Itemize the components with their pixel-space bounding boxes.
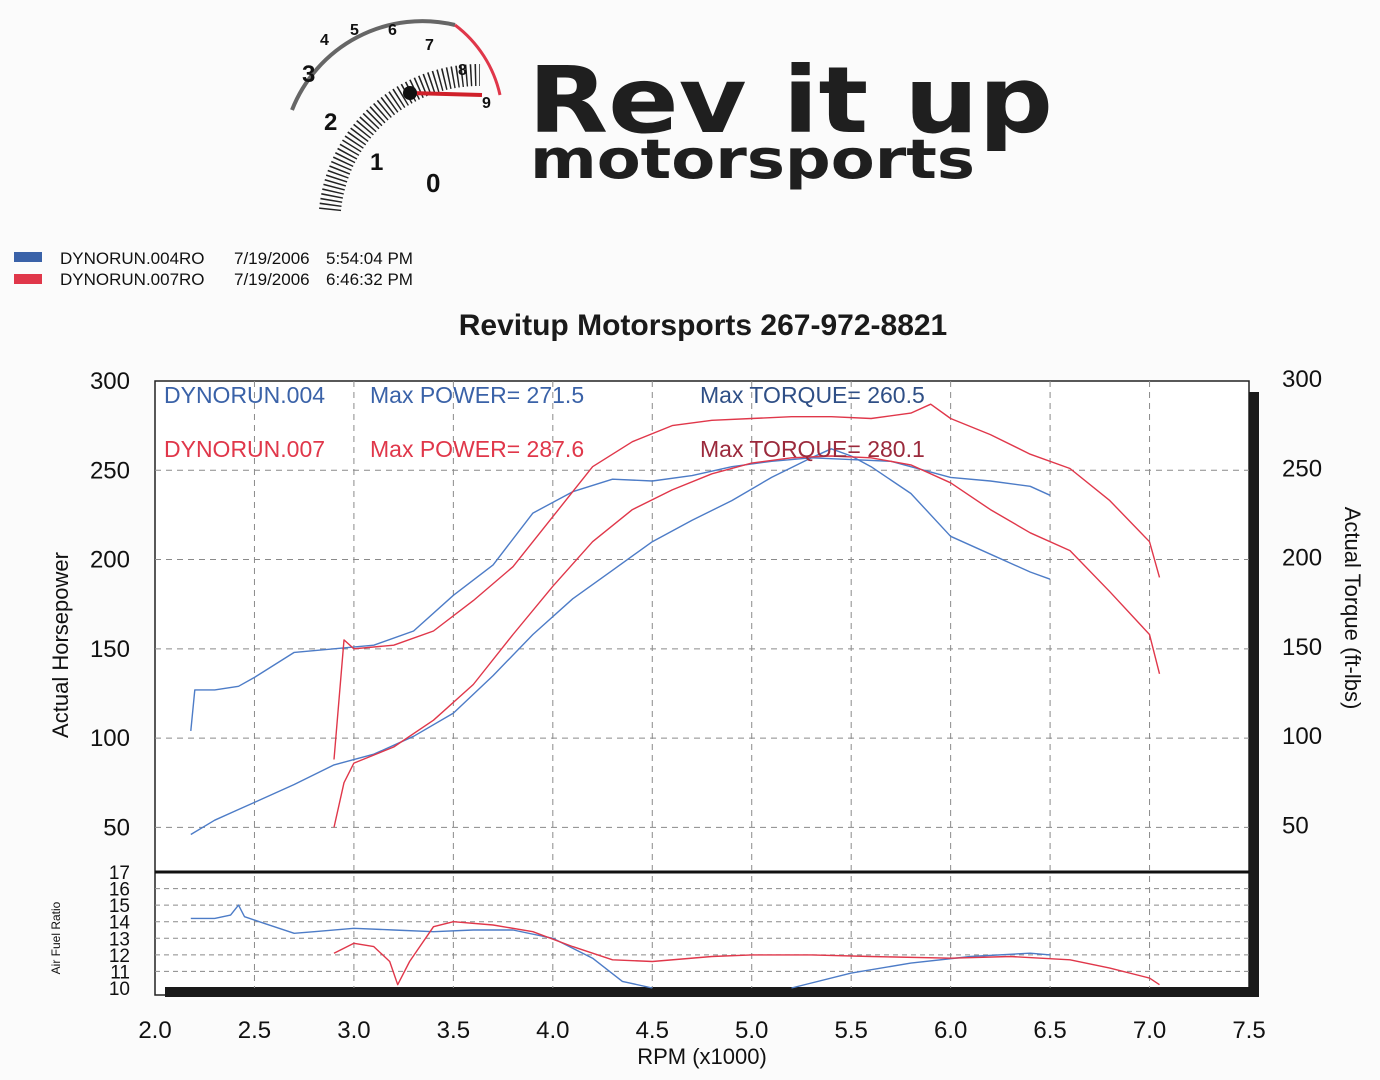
annotation-power-007: Max POWER= 287.6 [370,436,584,462]
series-line-dynorun-007-afr-6 [333,921,1160,986]
y2-tick-label-150: 150 [1282,634,1322,661]
plot-shadow-right [1249,392,1259,995]
x-tick-label-3.5: 3.5 [437,1017,470,1044]
y-tick-label-50: 50 [103,814,130,841]
y-tick-label-300: 300 [90,368,130,395]
legend-date-004: 7/19/2006 [234,249,310,268]
x-tick-label-4.0: 4.0 [536,1017,569,1044]
legend-date-007: 7/19/2006 [234,270,310,289]
y-tick-label-150: 150 [90,636,130,663]
chart-title: Revitup Motorsports 267-972-8821 [459,309,948,342]
gauge-number-3: 3 [302,61,315,88]
afr-tick-label-11: 11 [110,962,130,983]
annotation-torque-004: Max TORQUE= 260.5 [700,382,925,408]
y2-tick-label-200: 200 [1282,545,1322,572]
y-tick-label-200: 200 [90,547,130,574]
x-tick-label-3.0: 3.0 [337,1017,370,1044]
annotation-run-004: DYNORUN.004 [164,382,325,408]
annotation-run-007: DYNORUN.007 [164,436,325,462]
y-axis-title: Actual Horsepower [48,552,73,738]
gauge-number-4: 4 [320,32,329,49]
legend-time-004: 5:54:04 PM [326,249,413,268]
gauge-number-6: 6 [388,22,397,39]
tick-labels: 2.0 2.5 3.0 3.5 4.0 4.5 5.0 5.5 6.0 6.5 7.0 7.5 300 2… [90,366,1322,1044]
series [190,403,1161,989]
x-tick-label-7.0: 7.0 [1133,1017,1166,1044]
y2-axis-title: Actual Torque (ft-lbs) [1340,507,1365,710]
gauge-number-0: 0 [426,168,440,198]
series-line-dynorun-007-power-2 [333,455,1161,828]
x-tick-label-7.5: 7.5 [1232,1017,1265,1044]
afr-tick-label-17: 17 [109,863,130,884]
plot-frame [154,380,1250,996]
series-line-dynorun-004-afr-4 [190,904,653,989]
x-tick-label-6.5: 6.5 [1033,1017,1066,1044]
annotation-power-004: Max POWER= 271.5 [370,382,584,408]
gauge-number-1: 1 [370,149,383,176]
series-line-dynorun-004-power-0 [190,448,1051,836]
afr-tick-label-10: 10 [109,979,130,1000]
series-line-dynorun-007-torque-3 [333,403,1161,760]
x-tick-label-2.0: 2.0 [138,1017,171,1044]
logo: 4 5 6 7 8 9 3 2 1 0 Rev it up motorsport… [290,19,1053,212]
gauge-icon: 4 5 6 7 8 9 3 2 1 0 [290,19,502,212]
logo-title: Rev it up [528,47,1053,154]
gauge-number-2: 2 [324,109,337,136]
legend-run-004: DYNORUN.004RO [60,249,205,268]
afr-tick-label-12: 12 [109,946,130,967]
series-line-dynorun-004-afr-5 [791,952,1051,989]
x-tick-label-5.0: 5.0 [735,1017,768,1044]
afr-tick-label-16: 16 [109,880,130,901]
x-tick-label-5.5: 5.5 [834,1017,867,1044]
legend-run-007: DYNORUN.007RO [60,270,205,289]
y2-tick-label-300: 300 [1282,366,1322,393]
y2-tick-label-50: 50 [1282,812,1309,839]
y-tick-label-250: 250 [90,457,130,484]
afr-tick-label-14: 14 [109,913,131,934]
x-tick-label-4.5: 4.5 [636,1017,669,1044]
legend-swatch-007 [14,274,42,284]
y2-tick-label-250: 250 [1282,455,1322,482]
y2-tick-label-100: 100 [1282,723,1322,750]
logo-subtitle: motorsports [530,128,975,191]
grid [155,381,1249,988]
afr-axis-title: Air Fuel Ratio [49,901,63,974]
legend-time-007: 6:46:32 PM [326,270,413,289]
gauge-number-9: 9 [482,95,491,112]
gauge-number-5: 5 [350,22,359,39]
afr-tick-label-13: 13 [109,929,130,950]
x-tick-label-6.0: 6.0 [934,1017,967,1044]
legend: DYNORUN.004RO 7/19/2006 5:54:04 PM DYNOR… [14,249,413,289]
y-tick-label-100: 100 [90,725,130,752]
annotations: DYNORUN.004 Max POWER= 271.5 Max TORQUE=… [164,382,925,462]
gauge-number-7: 7 [425,37,434,54]
annotation-torque-007: Max TORQUE= 280.1 [700,436,925,462]
plot-shadow-bottom [165,987,1259,997]
legend-swatch-004 [14,252,42,262]
gauge-number-8: 8 [458,62,467,79]
afr-tick-label-15: 15 [109,896,130,917]
x-tick-label-2.5: 2.5 [238,1017,271,1044]
x-axis-title: RPM (x1000) [637,1044,767,1069]
